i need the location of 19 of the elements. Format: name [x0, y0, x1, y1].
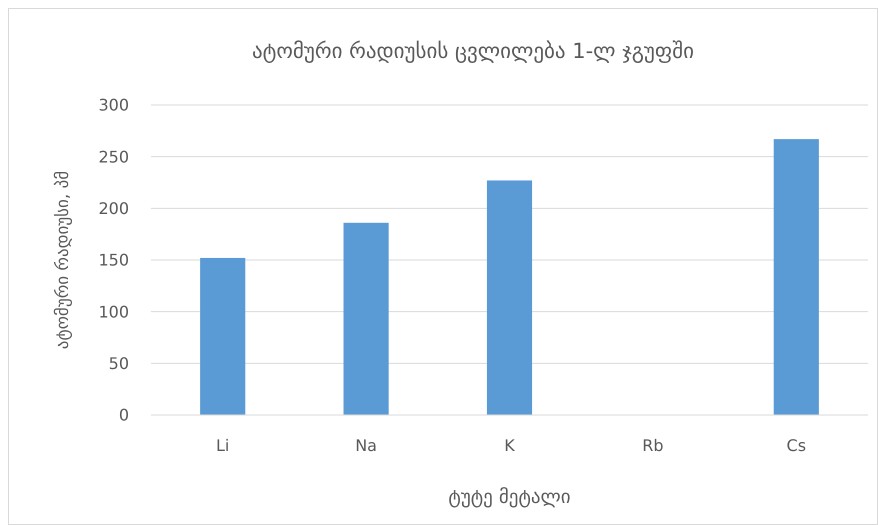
- y-tick-label: 150: [98, 250, 129, 270]
- y-tick-label: 100: [98, 302, 129, 322]
- bar: [344, 222, 389, 415]
- y-axis-title: ატომური რადიუსი, პმ: [53, 170, 73, 350]
- x-axis-title: ტუტე მეტალი: [448, 486, 571, 508]
- bar: [200, 258, 246, 415]
- x-tick-label: Rb: [642, 436, 664, 455]
- x-tick-label: Li: [216, 436, 230, 455]
- y-tick-label: 250: [98, 147, 129, 166]
- x-tick-label: Na: [355, 436, 377, 455]
- x-tick-label: K: [504, 436, 516, 455]
- y-tick-label: 300: [98, 96, 129, 115]
- x-tick-label: Cs: [786, 436, 806, 455]
- y-tick-label: 200: [98, 198, 129, 218]
- bar: [774, 139, 819, 415]
- y-tick-label: 0: [118, 406, 129, 425]
- bar: [486, 180, 532, 415]
- y-tick-label: 50: [108, 354, 129, 373]
- chart-title: ატომური რადიუსის ცვლილება 1-ლ ჯგუფში: [252, 39, 694, 63]
